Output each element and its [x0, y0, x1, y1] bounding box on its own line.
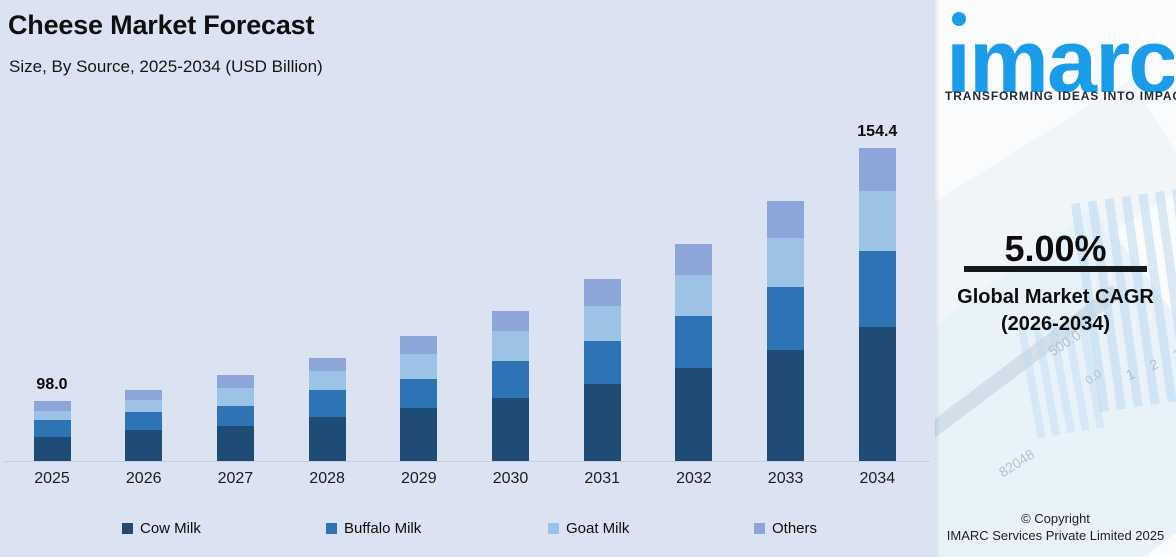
x-axis-label: 2029	[401, 470, 437, 487]
bar-2025	[33, 400, 71, 461]
legend-item-goat-milk: Goat Milk	[548, 519, 630, 537]
bar-segment-cow-milk	[858, 326, 896, 461]
logo-tagline: TRANSFORMING IDEAS INTO IMPACT	[945, 89, 1176, 103]
bar-segment-buffalo-milk	[767, 287, 805, 350]
cagr-label: Global Market CAGR	[957, 286, 1154, 308]
bar-2029	[400, 336, 438, 461]
legend-label: Goat Milk	[566, 519, 630, 537]
legend-label: Buffalo Milk	[344, 519, 422, 537]
bar-segment-buffalo-milk	[216, 405, 254, 426]
copyright-line: © Copyright	[1021, 511, 1090, 526]
bar-segment-cow-milk	[767, 350, 805, 461]
bar-segment-others	[492, 311, 529, 331]
bar-value-label: 98.0	[36, 375, 68, 393]
legend-item-buffalo-milk: Buffalo Milk	[326, 519, 422, 537]
imarc-logo: imarc TRANSFORMING IDEAS INTO IMPACT	[935, 0, 1176, 120]
bar-segment-goat-milk	[308, 371, 346, 391]
bar-segment-buffalo-milk	[33, 419, 71, 437]
bar-segment-cow-milk	[216, 425, 254, 461]
brand-panel: 500.0 0.0 1 2 3 4 82048 imarc TRANSFORMI…	[935, 0, 1176, 557]
watermark-text: 82048	[995, 445, 1038, 481]
watermark-text: 0.0	[1082, 366, 1105, 388]
bar-segment-buffalo-milk	[583, 341, 621, 384]
bar-segment-others	[767, 200, 805, 238]
x-axis-label: 2025	[34, 470, 70, 487]
bar-segment-cow-milk	[33, 436, 71, 461]
x-axis-label: 2033	[767, 470, 804, 487]
bar-segment-cow-milk	[400, 407, 438, 461]
watermark-text: 1 2 3 4	[1123, 333, 1176, 384]
bar-segment-goat-milk	[858, 190, 896, 252]
page-title: Cheese Market Forecast	[8, 10, 315, 40]
bar-segment-others	[33, 400, 71, 411]
bar-segment-others	[400, 336, 438, 354]
bar-segment-goat-milk	[583, 306, 621, 342]
legend-label: Cow Milk	[140, 519, 201, 537]
bar-segment-buffalo-milk	[858, 251, 896, 327]
legend-item-cow-milk: Cow Milk	[122, 519, 201, 537]
bar-2028	[308, 358, 346, 461]
cagr-value: 5.00%	[1004, 228, 1107, 269]
bar-segment-buffalo-milk	[492, 361, 529, 398]
bar-2027	[216, 374, 254, 461]
x-axis-label: 2027	[217, 470, 254, 487]
legend-label: Others	[772, 519, 818, 537]
bar-segment-cow-milk	[125, 429, 163, 461]
bar-segment-others	[675, 244, 713, 276]
x-axis-label: 2026	[125, 470, 162, 487]
legend-swatch-icon	[326, 522, 337, 534]
bar-segment-goat-milk	[125, 400, 163, 413]
bar-segment-goat-milk	[675, 275, 713, 317]
cagr-period: (2026-2034)	[1001, 313, 1110, 335]
bar-segment-goat-milk	[492, 330, 529, 362]
bar-2031	[583, 279, 621, 461]
x-axis-label: 2032	[676, 470, 712, 487]
bar-segment-others	[308, 358, 346, 371]
bar-segment-cow-milk	[675, 368, 713, 461]
bar-segment-goat-milk	[216, 387, 254, 406]
bar-segment-buffalo-milk	[675, 316, 713, 369]
x-axis-label: 2034	[859, 470, 896, 487]
bar-segment-goat-milk	[33, 410, 71, 420]
bar-segment-goat-milk	[400, 353, 438, 379]
legend-swatch-icon	[122, 522, 133, 534]
chart-subtitle: Size, By Source, 2025-2034 (USD Billion)	[9, 57, 323, 76]
bar-segment-others	[858, 148, 896, 191]
bar-2033	[767, 200, 805, 462]
bar-value-label: 154.4	[857, 123, 898, 140]
chart-panel: Cheese Market Forecast Size, By Source, …	[4, 10, 930, 537]
bar-segment-goat-milk	[767, 237, 805, 288]
x-axis-label: 2030	[492, 470, 529, 487]
logo-dot-icon	[952, 12, 966, 26]
x-axis-label: 2028	[309, 470, 345, 487]
bar-segment-others	[583, 279, 621, 307]
logo-wordmark: imarc	[946, 39, 1174, 92]
bar-2026	[125, 389, 163, 461]
x-axis-label: 2031	[584, 470, 620, 487]
legend-swatch-icon	[754, 522, 765, 534]
bar-segment-others	[125, 389, 163, 401]
bar-segment-cow-milk	[583, 383, 621, 461]
bar-2030	[492, 311, 529, 461]
bar-segment-cow-milk	[308, 417, 346, 461]
bar-2034	[858, 148, 896, 461]
cagr-divider	[964, 266, 1147, 272]
bar-segment-cow-milk	[492, 397, 529, 461]
copyright-line: IMARC Services Private Limited 2025	[946, 528, 1165, 543]
legend-swatch-icon	[548, 522, 559, 534]
legend-item-others: Others	[754, 519, 818, 537]
bar-segment-buffalo-milk	[400, 378, 438, 408]
x-axis-line	[4, 461, 930, 462]
bar-segment-others	[216, 374, 254, 388]
bar-segment-buffalo-milk	[125, 412, 163, 430]
bar-segment-buffalo-milk	[308, 390, 346, 418]
bar-2032	[675, 244, 713, 461]
plot-area: 2025 98.0 2026 2027 2028 2029 2030 2031 2032 2033…	[4, 123, 930, 487]
panel-edge-shadow	[935, 0, 940, 557]
